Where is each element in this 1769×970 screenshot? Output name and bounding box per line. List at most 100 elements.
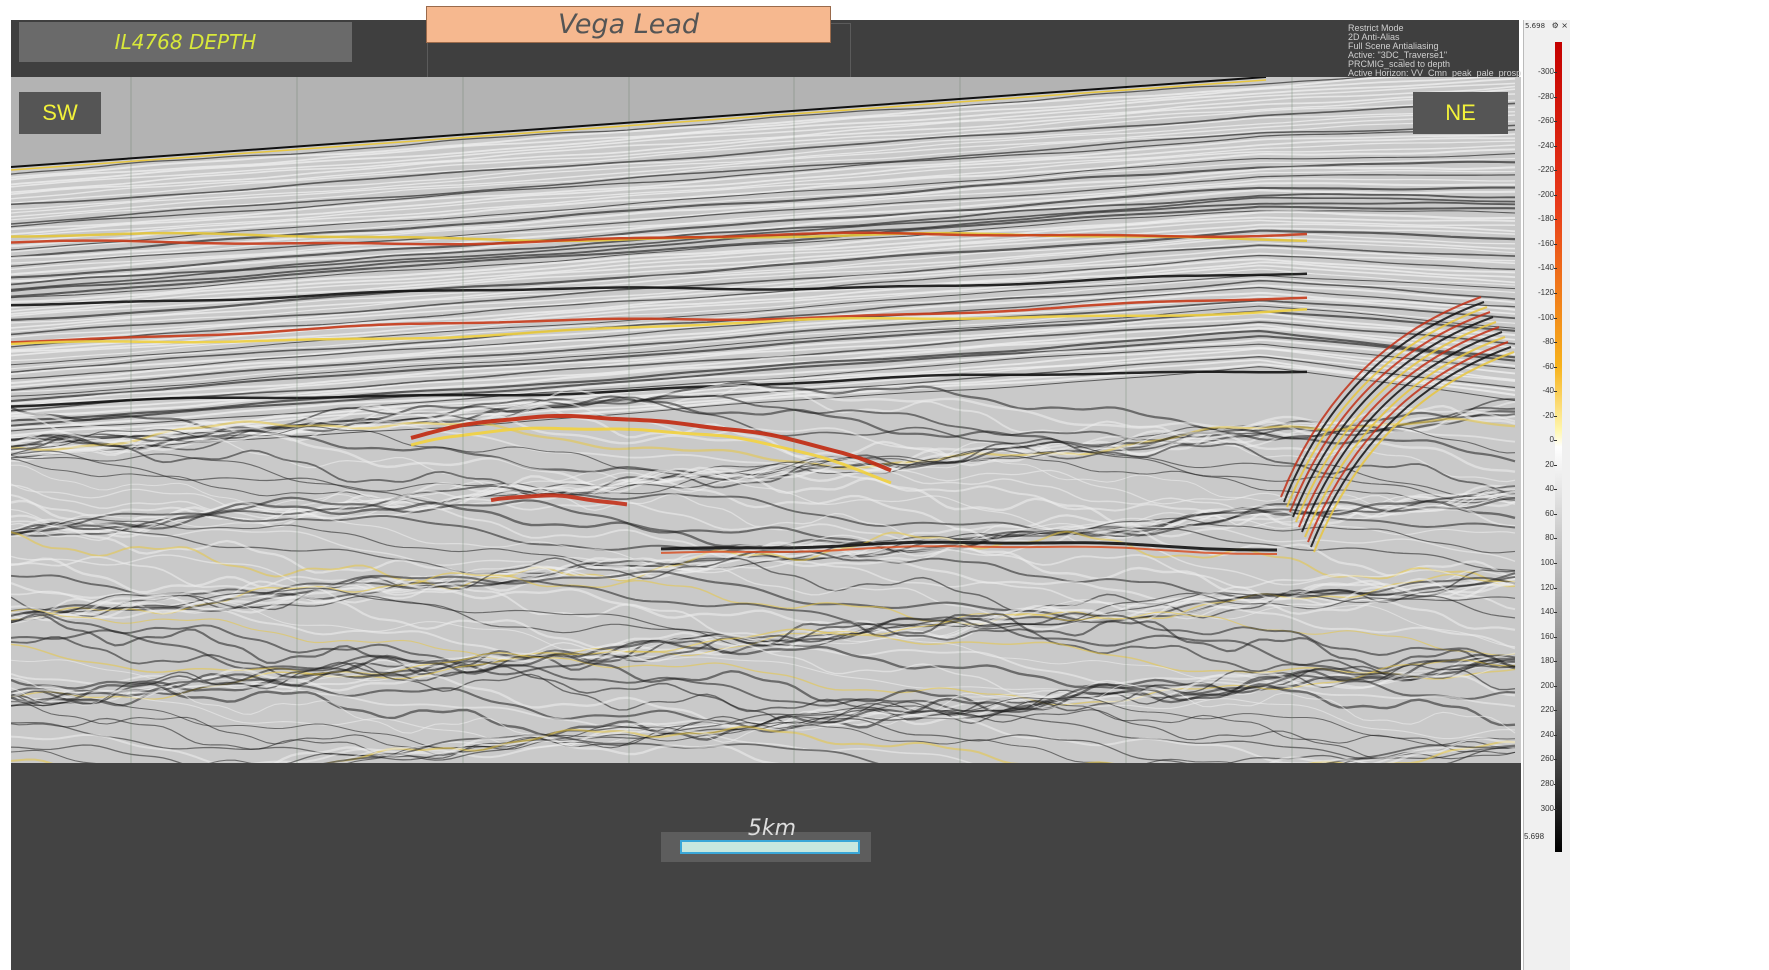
colorbar-tick-label: -40 xyxy=(1542,386,1554,396)
reflector xyxy=(11,216,1516,309)
colorbar-tick-label: -160 xyxy=(1537,238,1554,248)
reflector xyxy=(11,137,1515,236)
colorbar-tick-label: 100 xyxy=(1540,558,1554,567)
reflector xyxy=(1292,316,1494,518)
line-label: IL4768 DEPTH xyxy=(19,22,352,62)
reflector xyxy=(1286,306,1488,508)
reflector xyxy=(11,291,1516,385)
reflector xyxy=(11,140,1516,238)
reflector xyxy=(11,441,1516,498)
reflector xyxy=(11,576,1516,628)
reflector xyxy=(11,166,1516,260)
direction-label-ne: NE xyxy=(1413,92,1508,134)
reflector xyxy=(11,286,1516,380)
reflector xyxy=(328,730,1516,763)
reflector xyxy=(11,417,1516,470)
reflector xyxy=(1310,346,1512,548)
colorbar-tick-label: -100 xyxy=(1537,312,1554,322)
colorbar-tick xyxy=(1554,145,1557,147)
reflector xyxy=(11,242,1516,333)
colorbar-tick xyxy=(1554,612,1557,614)
amplitude-colorbar: 5.698 ⚙ × -300 -280 -260 -240 -220 -200 -180 -1… xyxy=(1523,20,1570,970)
colorbar-tick-label: 220 xyxy=(1540,705,1554,715)
reflector xyxy=(11,366,1516,459)
colorbar-tick-label: 140 xyxy=(1540,607,1554,617)
colorbar-tick xyxy=(1554,685,1557,687)
reflector xyxy=(11,133,1516,231)
reflector xyxy=(11,174,1516,267)
colorbar-tick-label: -200 xyxy=(1537,189,1554,199)
colorbar-tick xyxy=(1554,563,1557,564)
colorbar-tick-label: -280 xyxy=(1537,91,1554,101)
colorbar-tick xyxy=(1554,292,1557,294)
colorbar-min-value: 5.698 xyxy=(1524,832,1545,841)
reflector xyxy=(11,725,1516,763)
reflector xyxy=(11,329,1516,422)
colorbar-tick-label: -180 xyxy=(1537,214,1554,224)
reflector xyxy=(11,160,1516,259)
colorbar-tick xyxy=(1554,734,1557,736)
reflector xyxy=(11,517,1516,568)
reflector xyxy=(11,400,1516,463)
colorbar-gradient xyxy=(1555,42,1562,852)
info-line: PRCMIG_scaled to depth xyxy=(1348,59,1451,69)
reflector xyxy=(273,734,1515,763)
reflector xyxy=(11,114,1516,218)
reflector xyxy=(1283,301,1485,503)
reflector xyxy=(11,144,1516,243)
reflector xyxy=(1313,351,1515,553)
colorbar-tick xyxy=(1554,72,1557,73)
colorbar-tick-label: 280 xyxy=(1540,778,1554,788)
direction-label-sw: SW xyxy=(19,92,101,134)
colorbar-tick-label: 240 xyxy=(1540,729,1554,739)
colorbar-tick xyxy=(1554,661,1557,663)
reflector xyxy=(11,338,1516,429)
colorbar-tick-label: 80 xyxy=(1545,533,1554,543)
reflector xyxy=(11,153,1516,251)
colorbar-tick xyxy=(1554,808,1557,810)
colorbar-tick xyxy=(1554,391,1557,393)
colorbar-tick-label: 60 xyxy=(1545,508,1554,518)
colorbar-settings-icon[interactable]: ⚙ × xyxy=(1551,21,1568,30)
reflector xyxy=(11,124,1516,225)
colorbar-tick xyxy=(1554,194,1557,196)
colorbar-tick-label: -20 xyxy=(1542,410,1554,420)
reflector xyxy=(11,278,1516,370)
info-line: Active Horizon: VV_Cmn_peak_pale_prosp xyxy=(1348,68,1522,78)
reflector xyxy=(11,231,1308,246)
reflector xyxy=(11,525,1516,575)
reflector xyxy=(11,715,1516,763)
reflector xyxy=(11,433,1516,493)
seismic-section[interactable] xyxy=(11,77,1521,763)
colorbar-tick-label: 180 xyxy=(1540,656,1554,666)
reflector xyxy=(1289,311,1491,513)
reflector xyxy=(11,482,1515,544)
reflector xyxy=(11,102,1516,206)
reflector xyxy=(490,493,628,507)
reflector xyxy=(410,413,892,473)
colorbar-tick xyxy=(1554,783,1557,785)
scale-bar xyxy=(680,840,860,854)
reflector xyxy=(11,264,1516,357)
colorbar-tick xyxy=(1554,219,1557,221)
reflector xyxy=(11,210,1516,299)
colorbar-tick xyxy=(1554,243,1557,245)
reflector xyxy=(11,301,1516,393)
reflector xyxy=(1307,341,1509,543)
reflector xyxy=(11,557,1516,619)
info-line: Restrict Mode xyxy=(1348,23,1404,33)
reflector xyxy=(660,545,1277,555)
reflector xyxy=(11,193,1515,286)
reflector xyxy=(11,254,1516,348)
reflector xyxy=(11,111,1516,214)
colorbar-tick-label: 300 xyxy=(1540,803,1554,813)
seafloor-line xyxy=(11,79,1267,171)
reflector xyxy=(11,189,1516,283)
colorbar-tick-label: -240 xyxy=(1537,140,1554,150)
colorbar-tick xyxy=(1554,636,1557,638)
reflector xyxy=(11,219,1516,312)
colorbar-tick-label: 200 xyxy=(1540,680,1554,690)
colorbar-tick-label: -260 xyxy=(1537,116,1554,126)
reflector xyxy=(11,713,1516,761)
reflector xyxy=(1280,296,1482,498)
